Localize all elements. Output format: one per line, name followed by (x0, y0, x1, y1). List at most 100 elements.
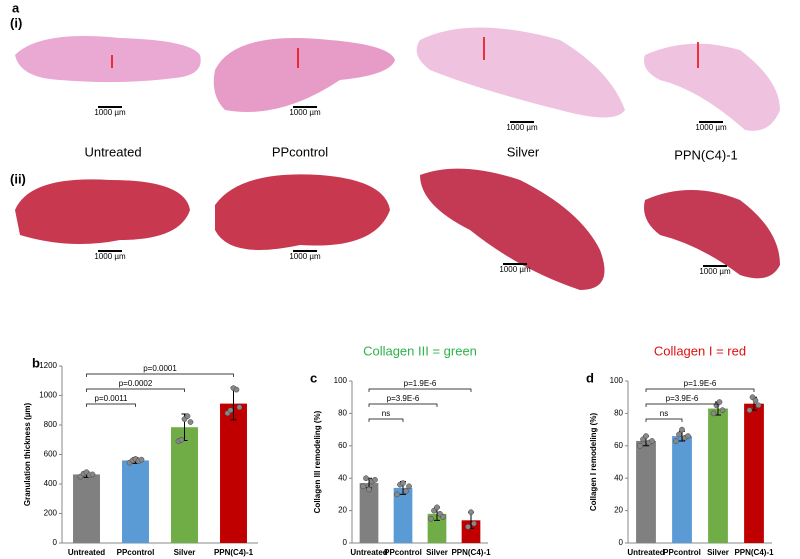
data-point (637, 442, 643, 449)
significance-label: p=3.9E-6 (387, 394, 420, 403)
data-point (468, 509, 474, 516)
bar (220, 403, 247, 543)
significance-label: p=1.9E-6 (684, 379, 717, 388)
scale-bar-label: 1000 µm (289, 108, 321, 117)
panel-letter: d (586, 370, 594, 385)
significance-label: p=0.0011 (95, 394, 129, 403)
significance-bracket (368, 388, 472, 392)
data-point (710, 410, 717, 417)
x-tick-label: PPcontrol (663, 548, 701, 557)
bar (393, 487, 413, 543)
x-tick-label: PPN(C4)-1 (214, 548, 254, 557)
data-point (394, 491, 400, 498)
significance-label: p=0.0002 (119, 379, 153, 388)
data-point (434, 504, 440, 511)
data-point (360, 483, 366, 490)
data-point (187, 419, 194, 425)
histology-images (15, 27, 780, 290)
data-point (673, 438, 679, 444)
x-tick-label: PPcontrol (117, 548, 155, 557)
scale-bar-label: 1000 µm (506, 123, 538, 132)
data-point (363, 475, 369, 482)
data-point (403, 488, 409, 495)
data-point (184, 413, 191, 419)
x-tick-label: Untreated (68, 548, 105, 557)
y-tick-label: 400 (44, 479, 58, 488)
data-point (471, 520, 477, 527)
significance-label: ns (660, 409, 668, 418)
group-label: PPN(C4)-1 (674, 147, 738, 162)
y-tick-label: 60 (614, 441, 623, 450)
chart-title: Collagen III = green (363, 343, 477, 358)
data-point (685, 433, 691, 439)
scale-bar-label: 1000 µm (699, 267, 731, 276)
data-point (236, 404, 243, 411)
data-point (400, 480, 406, 486)
data-point (649, 438, 655, 444)
scale-bar-label: 1000 µm (94, 108, 126, 117)
significance-bracket (645, 403, 719, 407)
data-point (178, 436, 185, 443)
y-tick-label: 0 (343, 538, 348, 547)
bar (672, 436, 692, 543)
y-tick-label: 0 (53, 538, 58, 547)
tissue (644, 43, 780, 131)
data-point (233, 386, 240, 393)
bar (708, 408, 728, 543)
bar (744, 403, 764, 543)
y-tick-label: 60 (338, 441, 347, 450)
y-tick-label: 80 (338, 409, 347, 418)
data-point (89, 471, 96, 478)
panel-letter: b (32, 355, 40, 370)
row-label: (ii) (10, 171, 26, 186)
x-tick-label: PPN(C4)-1 (451, 548, 491, 557)
bar (122, 460, 149, 543)
significance-label: p=1.9E-6 (404, 379, 437, 388)
data-point (719, 407, 726, 414)
group-label: Untreated (84, 144, 141, 159)
tissue (215, 174, 390, 250)
data-point (716, 399, 723, 405)
y-tick-label: 600 (44, 450, 58, 459)
significance-bracket (368, 418, 404, 422)
y-tick-label: 800 (44, 420, 58, 429)
y-tick-label: 20 (338, 506, 347, 515)
data-point (227, 407, 234, 414)
y-tick-label: 1200 (39, 361, 57, 370)
data-point (366, 486, 372, 493)
x-tick-label: Silver (707, 548, 729, 557)
scale-bar-label: 1000 µm (695, 123, 727, 132)
tissue (15, 36, 201, 83)
significance-bracket (86, 373, 234, 377)
tissue (213, 38, 395, 112)
significance-label: ns (382, 409, 390, 418)
significance-bracket (368, 403, 438, 407)
tissue (420, 168, 605, 290)
y-tick-label: 40 (338, 473, 347, 482)
y-tick-label: 0 (619, 538, 624, 547)
bar (171, 427, 198, 543)
y-tick-label: 80 (614, 409, 623, 418)
row-label: (i) (10, 15, 22, 30)
data-point (755, 402, 762, 409)
x-tick-label: PPcontrol (384, 548, 422, 557)
tissue (644, 190, 780, 279)
scale-bar-label: 1000 µm (289, 252, 321, 261)
y-tick-label: 40 (614, 473, 623, 482)
x-tick-label: PPN(C4)-1 (734, 548, 774, 557)
y-tick-label: 100 (334, 376, 348, 385)
chart-title: Collagen I = red (654, 343, 746, 358)
y-tick-label: 200 (44, 509, 58, 518)
tissue (15, 179, 190, 244)
significance-label: p=3.9E-6 (666, 394, 699, 403)
data-point (643, 433, 649, 439)
x-tick-label: Untreated (627, 548, 664, 557)
x-tick-label: Silver (426, 548, 448, 557)
y-tick-label: 100 (610, 376, 624, 385)
y-axis-label: Collagen III remodeling (%) (313, 410, 322, 513)
x-tick-label: Untreated (350, 548, 387, 557)
significance-bracket (86, 388, 185, 392)
significance-bracket (645, 418, 683, 422)
data-point (372, 476, 378, 483)
